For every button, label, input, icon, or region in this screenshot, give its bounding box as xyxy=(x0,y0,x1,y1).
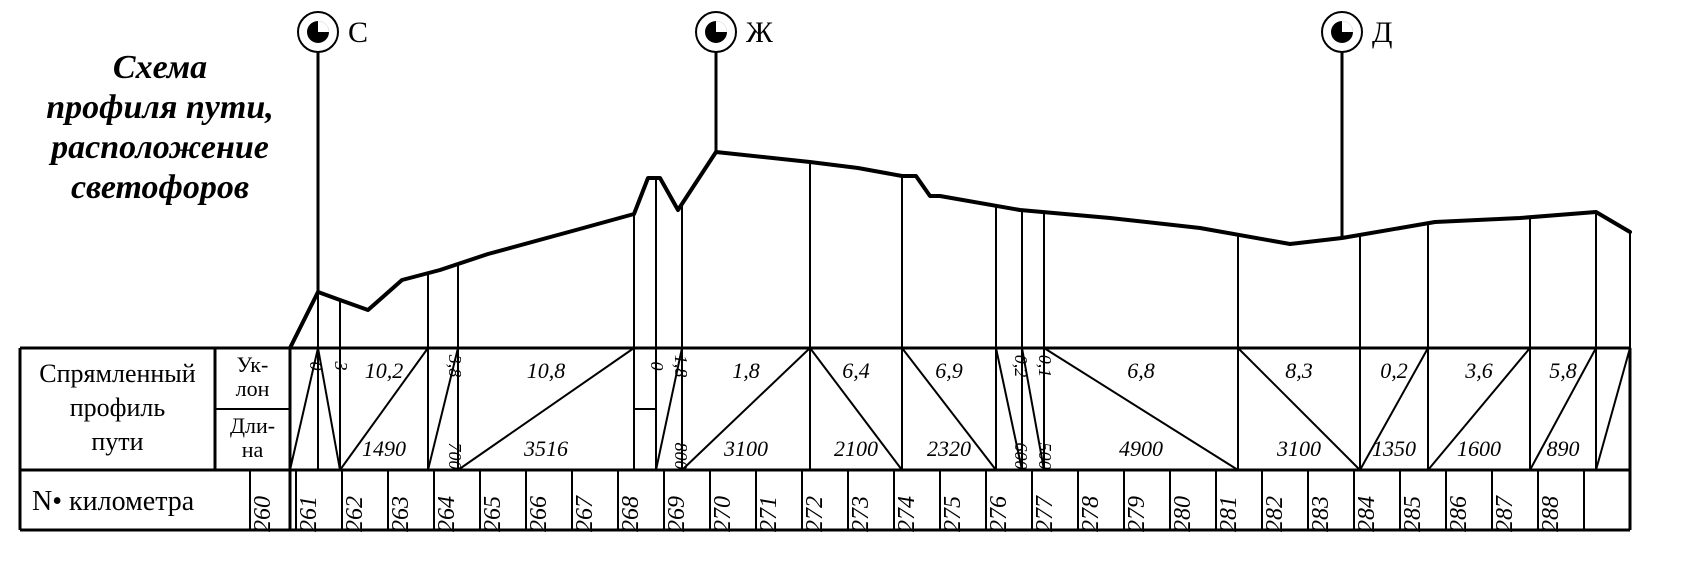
km-mark: 285 xyxy=(1400,496,1426,532)
km-mark: 287 xyxy=(1492,495,1518,532)
km-mark: 278 xyxy=(1078,496,1104,532)
segment-slope: 1,8 xyxy=(671,355,691,378)
km-mark: 270 xyxy=(710,496,736,532)
km-mark: 266 xyxy=(526,496,552,532)
km-mark: 264 xyxy=(434,496,460,532)
profile-segment: 6,8 4900 xyxy=(1044,235,1238,470)
segment-slope: 3,8 xyxy=(445,354,465,378)
segment-slope: 5,8 xyxy=(1549,358,1577,383)
profile-segment: 8,3 3100 xyxy=(1238,235,1360,470)
row-label-profile: пути xyxy=(91,427,143,456)
signal-Д: Д xyxy=(1322,12,1392,238)
profile-segment: 3,6 1600 xyxy=(1428,217,1530,470)
segment-length: 600 xyxy=(1011,443,1031,470)
segment-length: 2320 xyxy=(927,436,971,461)
profile-segment: 3 xyxy=(318,300,351,470)
km-mark: 282 xyxy=(1262,496,1288,532)
row-label-slope: лон xyxy=(236,376,270,401)
segment-length: 2100 xyxy=(834,436,878,461)
km-mark: 265 xyxy=(480,496,506,532)
km-mark: 276 xyxy=(986,496,1012,532)
profile-segment: 0,2 600 xyxy=(996,210,1031,470)
km-mark: 269 xyxy=(664,496,690,532)
profile-segment: 1,8 3100 xyxy=(682,162,810,470)
title-line: Схема xyxy=(113,49,207,86)
signal-label: С xyxy=(348,16,368,49)
row-label-length: Дли- xyxy=(230,413,275,438)
segment-slope: 6,4 xyxy=(842,358,870,383)
row-label-km: N• километра xyxy=(32,486,195,517)
segment-length: 1350 xyxy=(1372,436,1416,461)
segment-slope: 0,1 xyxy=(1035,355,1055,378)
segment-slope: 6,8 xyxy=(1127,358,1155,383)
km-mark: 280 xyxy=(1170,496,1196,532)
profile-segment: 10,8 3516 xyxy=(458,214,634,470)
segment-slope: 0 xyxy=(647,362,667,371)
km-mark: 274 xyxy=(894,496,920,532)
title-line: светофоров xyxy=(71,169,249,206)
segment-slope: 3,6 xyxy=(1464,358,1493,383)
km-mark: 283 xyxy=(1308,496,1334,532)
km-mark: 262 xyxy=(342,496,368,532)
profile-segment xyxy=(1596,232,1630,470)
segment-length: 4900 xyxy=(1119,436,1163,461)
segment-length: 3516 xyxy=(523,436,568,461)
profile-segment: 0,1 500 xyxy=(1022,212,1055,470)
segment-length: 3100 xyxy=(723,436,768,461)
signal-С: С xyxy=(298,12,368,292)
signal-label: Д xyxy=(1372,16,1392,49)
segment-length: 700 xyxy=(445,443,465,470)
km-mark: 267 xyxy=(572,495,598,532)
segment-slope: 0,2 xyxy=(1011,355,1031,378)
segment-length: 1600 xyxy=(1457,436,1501,461)
km-mark: 261 xyxy=(296,496,322,532)
row-label-profile: профиль xyxy=(70,393,166,422)
km-mark: 273 xyxy=(848,496,874,532)
km-mark: 271 xyxy=(756,496,782,532)
segment-slope: 8,3 xyxy=(1285,358,1313,383)
profile-segment: 1,8800 xyxy=(656,204,691,470)
profile-segment: 0 xyxy=(290,292,326,470)
segment-length: 890 xyxy=(1547,436,1580,461)
km-mark: 286 xyxy=(1446,496,1472,532)
km-mark: 281 xyxy=(1216,496,1242,532)
row-label-length: на xyxy=(242,437,264,462)
km-mark: 260 xyxy=(250,496,276,532)
title-line: профиля пути, xyxy=(46,89,273,126)
profile-segment: 6,9 2320 xyxy=(902,206,996,470)
km-mark: 268 xyxy=(618,496,644,532)
profile-segment: 3,8 700 xyxy=(428,264,465,470)
profile-segment: 6,4 2100 xyxy=(810,176,902,470)
segment-length: 1490 xyxy=(362,436,406,461)
segment-slope: 10,8 xyxy=(527,358,566,383)
segment-length: 500 xyxy=(1035,443,1055,470)
segment-slope: 0 xyxy=(306,362,326,371)
km-mark: 279 xyxy=(1124,496,1150,532)
km-mark: 284 xyxy=(1354,496,1380,532)
km-mark: 288 xyxy=(1538,496,1564,532)
segment-length: 3100 xyxy=(1276,436,1321,461)
segment-slope: 1,8 xyxy=(732,358,760,383)
segment-slope: 6,9 xyxy=(935,358,963,383)
title-line: расположение xyxy=(48,129,269,166)
signal-Ж: Ж xyxy=(696,12,773,152)
profile-segment: 5,8 890 xyxy=(1530,212,1596,470)
profile-segment: 0 xyxy=(634,178,667,470)
segment-slope: 0,2 xyxy=(1380,358,1408,383)
signal-label: Ж xyxy=(746,16,773,49)
segment-slope: 10,2 xyxy=(365,358,404,383)
km-mark: 275 xyxy=(940,496,966,532)
row-label-profile: Спрямленный xyxy=(39,359,195,388)
km-mark: 277 xyxy=(1032,495,1058,532)
segment-slope: 3 xyxy=(331,361,351,371)
row-label-slope: Ук- xyxy=(237,352,269,377)
km-mark: 272 xyxy=(802,496,828,532)
km-mark: 263 xyxy=(388,496,414,532)
